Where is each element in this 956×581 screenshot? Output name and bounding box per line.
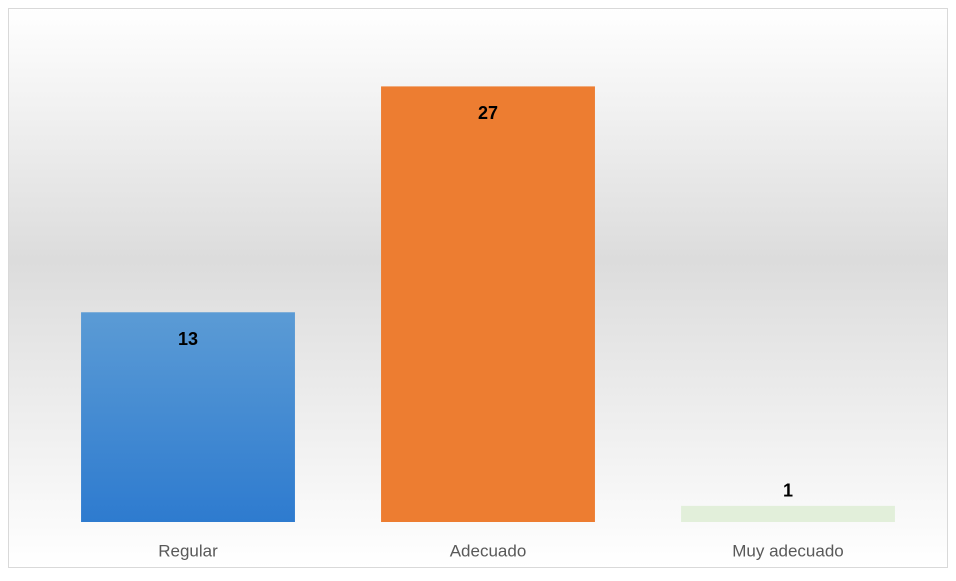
bar xyxy=(681,505,895,522)
x-tick-label: Regular xyxy=(158,541,218,560)
x-tick-label: Adecuado xyxy=(450,541,527,560)
bar xyxy=(81,312,295,522)
value-label: 27 xyxy=(478,103,498,123)
x-tick-label: Muy adecuado xyxy=(732,541,844,560)
bar xyxy=(381,86,595,523)
value-label: 1 xyxy=(783,481,793,501)
value-label: 13 xyxy=(178,329,198,349)
